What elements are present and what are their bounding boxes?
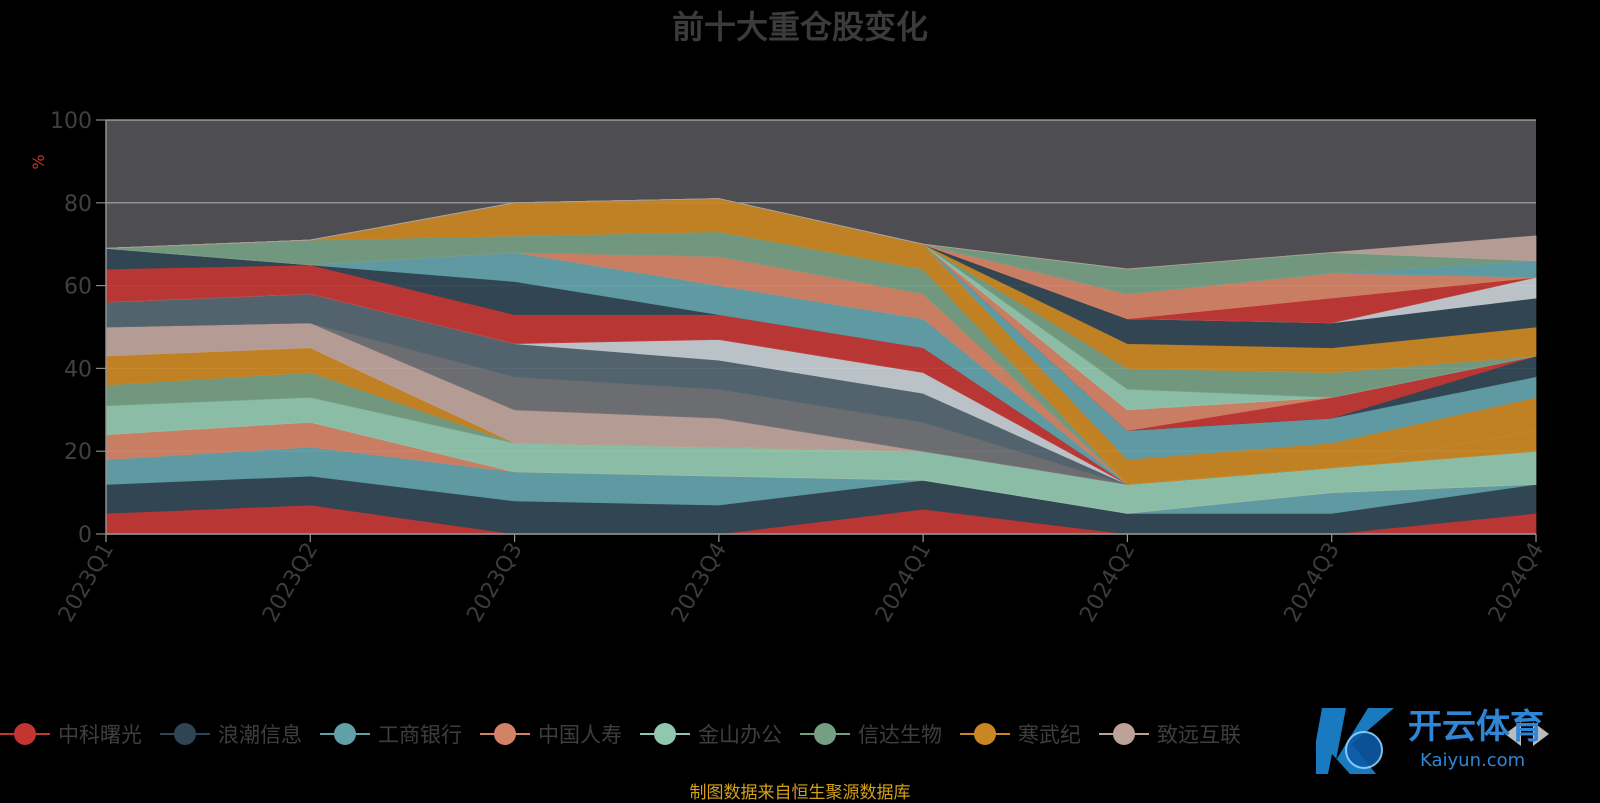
legend-item[interactable]: 寒武纪 [960, 719, 1081, 749]
x-tick-label: 2023Q3 [462, 539, 527, 627]
x-tick-label: 2024Q2 [1075, 539, 1140, 627]
x-tick-label: 2023Q1 [54, 539, 119, 627]
y-tick-label: 60 [64, 275, 92, 300]
legend-label: 信达生物 [858, 723, 942, 747]
legend-next-arrow-icon[interactable] [1533, 722, 1549, 746]
legend-marker-icon [960, 722, 1010, 746]
x-tick-label: 2023Q2 [258, 539, 323, 627]
legend-item[interactable]: 中国人寿 [480, 719, 622, 749]
legend-item[interactable]: 中科曙光 [0, 719, 142, 749]
legend-marker-icon [0, 722, 50, 746]
legend-item[interactable]: 工商银行 [320, 719, 462, 749]
legend-marker-icon [640, 722, 690, 746]
legend-label: 金山办公 [698, 723, 782, 747]
watermark-text: 开云体育 [1408, 707, 1544, 747]
x-tick-label: 2024Q4 [1484, 539, 1549, 627]
legend-marker-icon [800, 722, 850, 746]
legend-item[interactable]: 金山办公 [640, 719, 782, 749]
legend-prev-arrow-icon[interactable] [1505, 722, 1521, 746]
legend-label: 中科曙光 [58, 723, 142, 747]
legend: 中科曙光 浪潮信息 工商银行 中国人寿 金山办公 信达生物 寒武纪 致远互联 [0, 716, 1259, 752]
legend-marker-icon [1099, 722, 1149, 746]
y-tick-label: 0 [78, 523, 92, 548]
legend-item[interactable]: 致远互联 [1099, 719, 1241, 749]
area-series-31 [105, 198, 1537, 270]
x-tick-label: 2024Q1 [871, 539, 936, 627]
legend-marker-icon [320, 722, 370, 746]
legend-item[interactable]: 信达生物 [800, 719, 942, 749]
watermark-ball-icon [1345, 731, 1383, 769]
y-tick-label: 20 [64, 440, 92, 465]
y-tick-label: 100 [50, 109, 92, 134]
watermark-logo: 开云体育 Kaiyun.com [1316, 707, 1544, 774]
legend-marker-icon [480, 722, 530, 746]
legend-label: 浪潮信息 [218, 723, 302, 747]
y-axis-unit-label: % [29, 154, 48, 169]
legend-label: 中国人寿 [538, 723, 622, 747]
footnote: 制图数据来自恒生聚源数据库 [689, 783, 911, 803]
legend-label: 寒武纪 [1018, 723, 1081, 747]
legend-marker-icon [160, 722, 210, 746]
y-tick-label: 40 [64, 357, 92, 382]
x-tick-label: 2023Q4 [667, 539, 732, 627]
legend-pager [1505, 722, 1549, 746]
area-layer [105, 198, 1537, 535]
chart-title: 前十大重仓股变化 [671, 8, 928, 46]
legend-label: 工商银行 [378, 723, 462, 747]
x-tick-label: 2024Q3 [1280, 539, 1345, 627]
legend-label: 致远互联 [1157, 723, 1241, 747]
y-tick-label: 80 [64, 192, 92, 217]
legend-item[interactable]: 浪潮信息 [160, 719, 302, 749]
watermark-subtext: Kaiyun.com [1420, 750, 1525, 771]
